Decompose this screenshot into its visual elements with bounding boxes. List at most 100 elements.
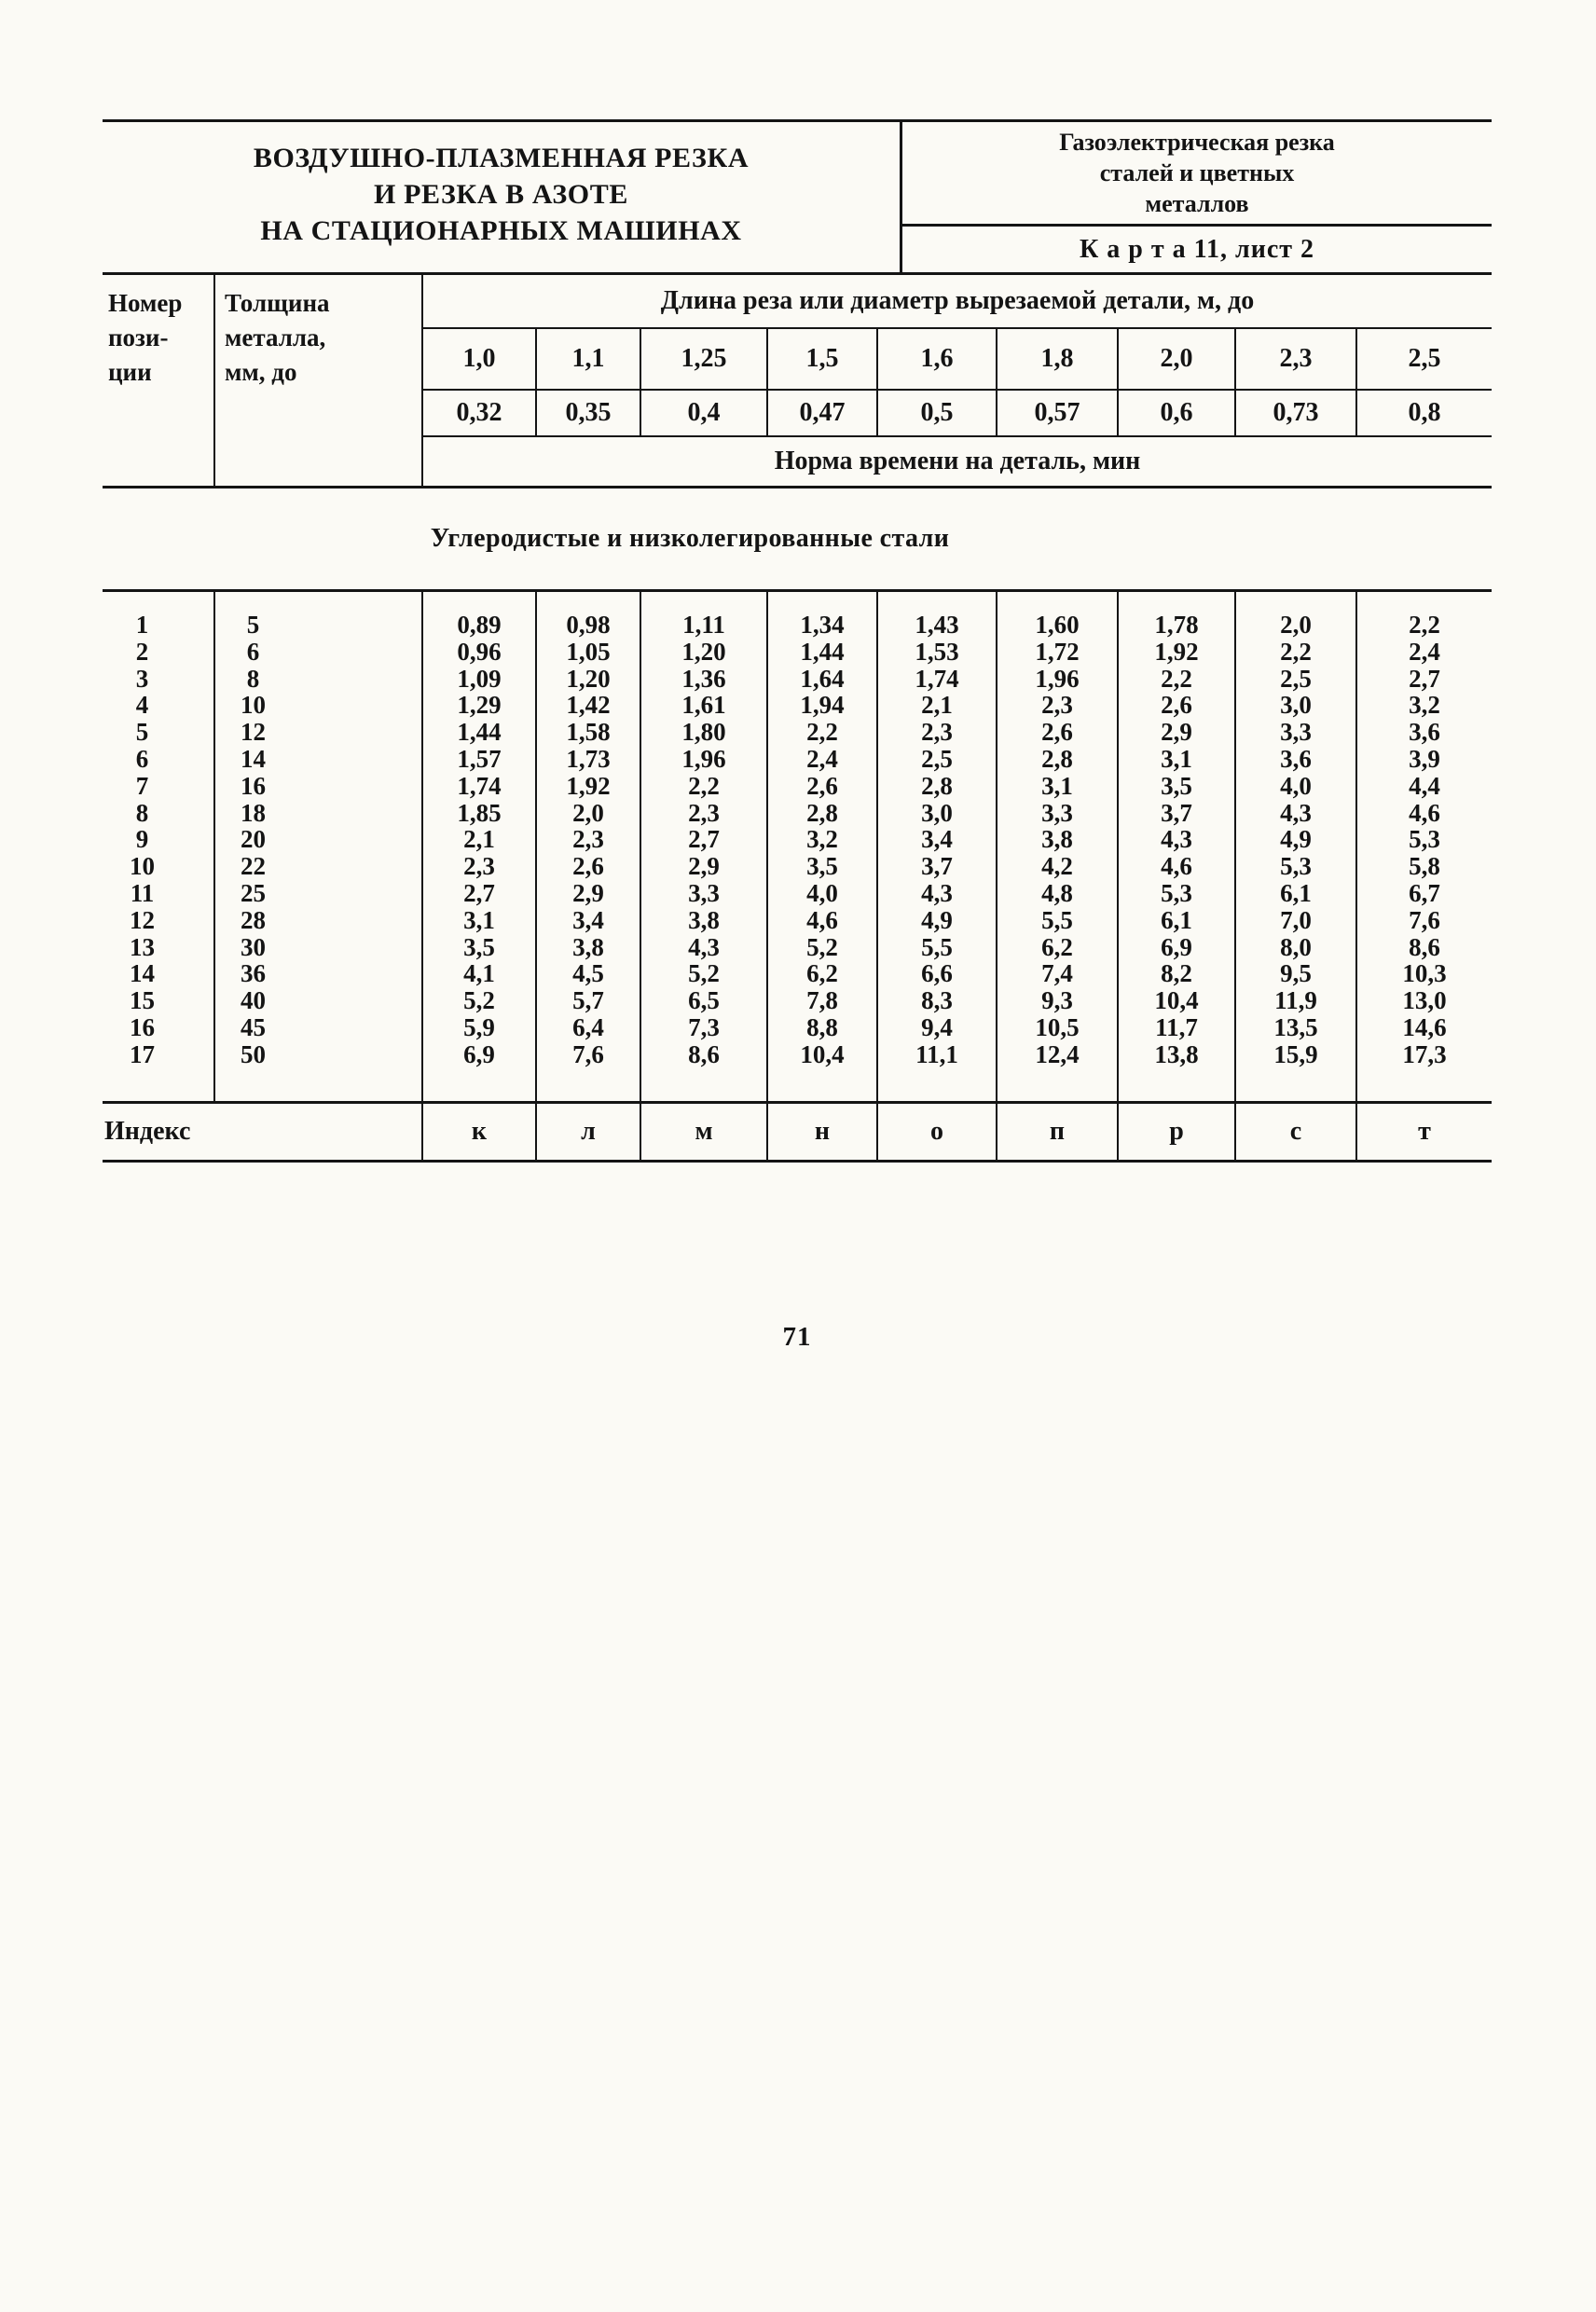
spacer-top-row bbox=[103, 592, 1492, 611]
time-value-cell: 1,29 bbox=[423, 691, 537, 721]
time-value-cell: 1,53 bbox=[878, 637, 998, 667]
length-value-cell: 2,3 bbox=[1236, 329, 1357, 389]
card-subheader: Газоэлектрическая резка сталей и цветных… bbox=[900, 122, 1492, 272]
length-factor-cell: 0,73 bbox=[1236, 391, 1357, 435]
time-value-cell: 1,74 bbox=[423, 771, 537, 801]
card-sheet: ВОЗДУШНО-ПЛАЗМЕННАЯ РЕЗКА И РЕЗКА В АЗОТ… bbox=[103, 119, 1492, 1163]
time-value-cell: 1,72 bbox=[998, 637, 1119, 667]
length-values-row: 1,0 1,1 1,25 1,5 1,6 1,8 2,0 2,3 2,5 bbox=[423, 329, 1492, 391]
time-value-cell: 0,98 bbox=[537, 611, 641, 640]
thickness-cell: 50 bbox=[215, 1039, 423, 1069]
column-header-thickness: Толщина металла, мм, до bbox=[215, 275, 423, 486]
spacer-cell bbox=[641, 592, 768, 611]
thickness-cell: 8 bbox=[215, 664, 423, 694]
time-value-cell: 2,8 bbox=[878, 771, 998, 801]
index-cell: к bbox=[423, 1103, 537, 1160]
length-factor-cell: 0,5 bbox=[878, 391, 998, 435]
time-value-cell: 2,2 bbox=[1236, 637, 1357, 667]
length-factor-cell: 0,32 bbox=[423, 391, 537, 435]
position-cell: 6 bbox=[103, 744, 215, 774]
time-value-cell: 9,4 bbox=[878, 1012, 998, 1042]
index-cell: р bbox=[1119, 1103, 1236, 1160]
time-value-cell: 2,4 bbox=[768, 744, 878, 774]
table-row: 9 20 2,1 2,3 2,7 3,2 3,4 3,8 4,3 4,9 5,3 bbox=[103, 825, 1492, 855]
position-cell: 5 bbox=[103, 718, 215, 748]
time-value-cell: 4,8 bbox=[998, 878, 1119, 908]
time-value-cell: 4,6 bbox=[1119, 852, 1236, 882]
time-value-cell: 5,2 bbox=[768, 932, 878, 962]
length-value-cell: 1,0 bbox=[423, 329, 537, 389]
position-cell: 10 bbox=[103, 852, 215, 882]
time-value-cell: 5,2 bbox=[423, 986, 537, 1016]
position-cell: 15 bbox=[103, 986, 215, 1016]
time-value-cell: 11,7 bbox=[1119, 1012, 1236, 1042]
table-row: 7 16 1,74 1,92 2,2 2,6 2,8 3,1 3,5 4,0 4,4 bbox=[103, 771, 1492, 801]
time-value-cell: 1,20 bbox=[641, 637, 768, 667]
time-value-cell: 8,2 bbox=[1119, 959, 1236, 989]
length-value-cell: 1,8 bbox=[998, 329, 1119, 389]
time-value-cell: 6,6 bbox=[878, 959, 998, 989]
position-cell: 3 bbox=[103, 664, 215, 694]
table-header: Номер пози- ции Толщина металла, мм, до … bbox=[103, 272, 1492, 489]
card-subtitle-line: сталей и цветных bbox=[1099, 159, 1295, 186]
time-value-cell: 4,4 bbox=[1409, 771, 1440, 800]
time-value-cell: 4,3 bbox=[641, 932, 768, 962]
card-number-label: К а р т а 11, лист 2 bbox=[1079, 234, 1315, 264]
length-value-cell: 2,0 bbox=[1119, 329, 1236, 389]
time-value-cell: 5,7 bbox=[537, 986, 641, 1016]
time-value-cell: 3,1 bbox=[423, 905, 537, 935]
thickness-cell: 22 bbox=[215, 852, 423, 882]
position-cell: 16 bbox=[103, 1012, 215, 1042]
time-value-cell: 5,8 bbox=[1409, 852, 1440, 881]
time-value-cell: 4,9 bbox=[1236, 825, 1357, 855]
time-value-cell: 4,2 bbox=[998, 852, 1119, 882]
time-value-cell: 1,09 bbox=[423, 664, 537, 694]
time-value-cell: 5,3 bbox=[1236, 852, 1357, 882]
index-cell: м bbox=[641, 1103, 768, 1160]
table-row: 2 6 0,96 1,05 1,20 1,44 1,53 1,72 1,92 2,2 2,4 bbox=[103, 637, 1492, 667]
thickness-cell: 10 bbox=[215, 691, 423, 721]
time-value-cell: 4,3 bbox=[1119, 825, 1236, 855]
position-cell: 4 bbox=[103, 691, 215, 721]
thickness-cell: 20 bbox=[215, 825, 423, 855]
time-value-cell: 0,96 bbox=[423, 637, 537, 667]
position-cell: 13 bbox=[103, 932, 215, 962]
card-header: ВОЗДУШНО-ПЛАЗМЕННАЯ РЕЗКА И РЕЗКА В АЗОТ… bbox=[103, 119, 1492, 272]
position-cell: 17 bbox=[103, 1039, 215, 1069]
position-cell: 12 bbox=[103, 905, 215, 935]
time-value-cell: 6,5 bbox=[641, 986, 768, 1016]
card-number: К а р т а 11, лист 2 bbox=[902, 224, 1492, 272]
length-factor-cell: 0,47 bbox=[768, 391, 878, 435]
time-value-cell: 3,8 bbox=[998, 825, 1119, 855]
time-value-cell: 3,5 bbox=[423, 932, 537, 962]
table-header-data: Длина реза или диаметр вырезаемой детали… bbox=[423, 275, 1492, 486]
length-factor-row: 0,32 0,35 0,4 0,47 0,5 0,57 0,6 0,73 0,8 bbox=[423, 391, 1492, 437]
time-value-cell: 5,9 bbox=[423, 1012, 537, 1042]
time-value-cell: 1,20 bbox=[537, 664, 641, 694]
time-value-cell: 3,4 bbox=[537, 905, 641, 935]
card-title-line: НА СТАЦИОНАРНЫХ МАШИНАХ bbox=[260, 215, 742, 246]
spacer-cell bbox=[768, 592, 878, 611]
length-span-header: Длина реза или диаметр вырезаемой детали… bbox=[423, 275, 1492, 329]
time-value-cell: 2,3 bbox=[998, 691, 1119, 721]
thickness-cell: 16 bbox=[215, 771, 423, 801]
time-value-cell: 10,4 bbox=[768, 1039, 878, 1069]
spacer-cell bbox=[998, 592, 1119, 611]
time-value-cell: 15,9 bbox=[1236, 1039, 1357, 1069]
time-value-cell: 2,6 bbox=[768, 771, 878, 801]
spacer-cell bbox=[641, 1067, 768, 1101]
time-value-cell: 1,05 bbox=[537, 637, 641, 667]
time-value-cell: 3,5 bbox=[1119, 771, 1236, 801]
table-row: 5 12 1,44 1,58 1,80 2,2 2,3 2,6 2,9 3,3 3,6 bbox=[103, 718, 1492, 748]
time-value-cell: 2,6 bbox=[1119, 691, 1236, 721]
time-value-cell: 7,8 bbox=[768, 986, 878, 1016]
column-header-line: Толщина bbox=[225, 289, 330, 317]
spacer-cell bbox=[998, 1067, 1119, 1101]
length-value-cell: 1,1 bbox=[537, 329, 641, 389]
thickness-cell: 6 bbox=[215, 637, 423, 667]
table-row: 6 14 1,57 1,73 1,96 2,4 2,5 2,8 3,1 3,6 3,9 bbox=[103, 744, 1492, 774]
time-value-cell: 7,0 bbox=[1236, 905, 1357, 935]
time-value-cell: 10,5 bbox=[998, 1012, 1119, 1042]
thickness-cell: 45 bbox=[215, 1012, 423, 1042]
index-cell: н bbox=[768, 1103, 878, 1160]
